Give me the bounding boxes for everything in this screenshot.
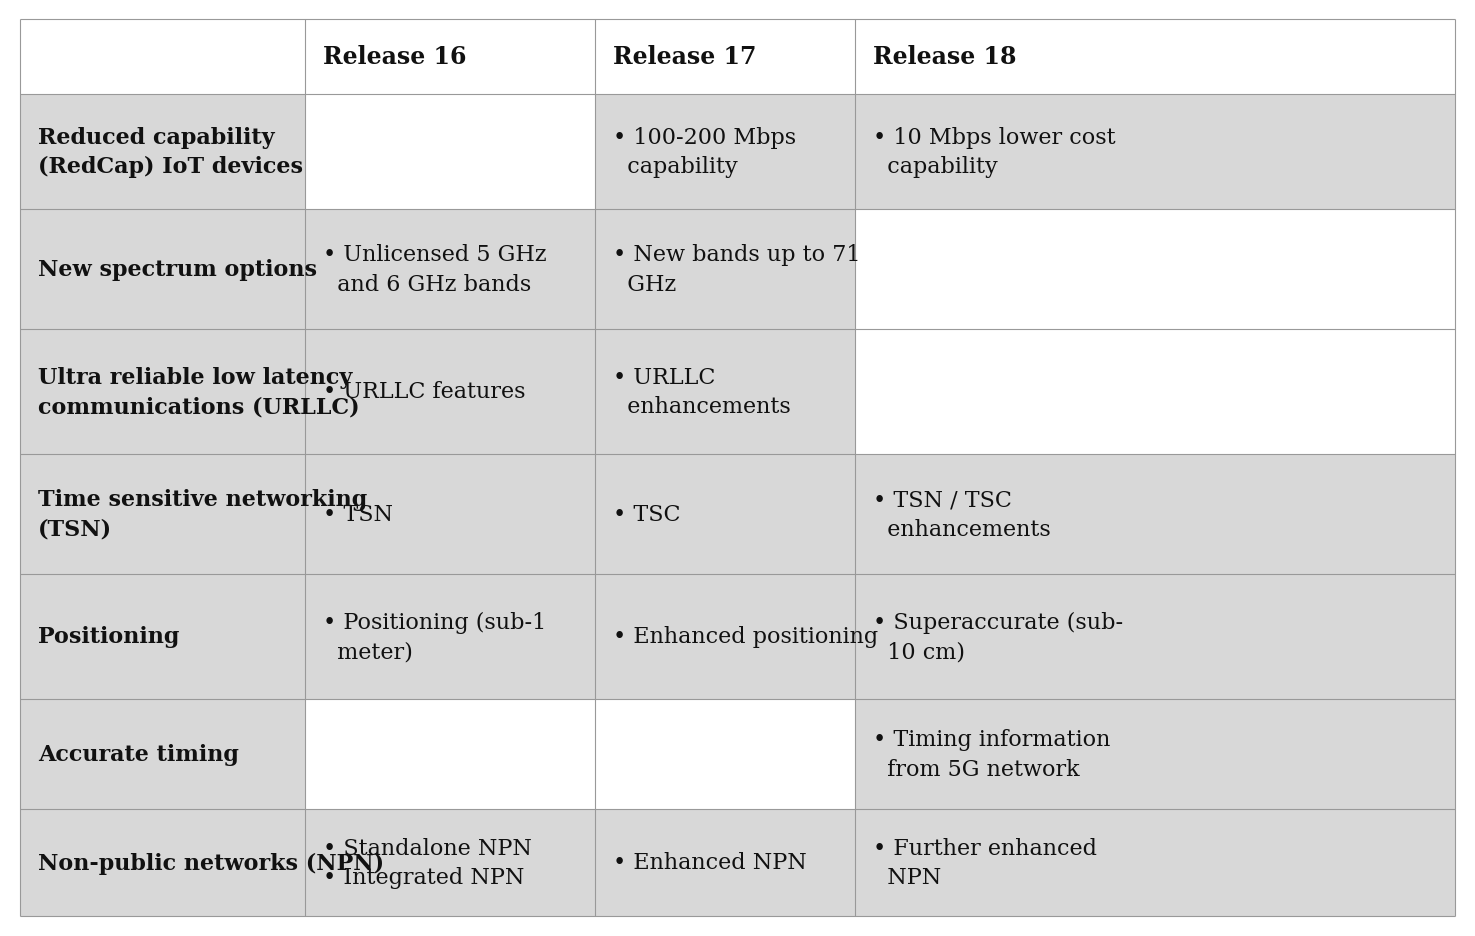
Bar	[305, 575, 594, 699]
Text: • Enhanced NPN: • Enhanced NPN	[614, 852, 807, 873]
Text: Release 16: Release 16	[323, 46, 466, 69]
Bar	[594, 699, 856, 809]
Bar	[855, 95, 1454, 210]
Bar	[305, 455, 594, 575]
Text: • 100-200 Mbps
  capability: • 100-200 Mbps capability	[614, 126, 797, 178]
Text: • Standalone NPN
• Integrated NPN: • Standalone NPN • Integrated NPN	[323, 837, 532, 888]
Bar	[21, 210, 305, 329]
Text: • Enhanced positioning: • Enhanced positioning	[614, 626, 878, 648]
Bar	[855, 809, 1454, 916]
Bar	[594, 20, 856, 95]
Text: • Further enhanced
  NPN: • Further enhanced NPN	[873, 837, 1097, 888]
Text: • TSN: • TSN	[323, 504, 392, 525]
Bar	[21, 95, 305, 210]
Text: • New bands up to 71
  GHz: • New bands up to 71 GHz	[614, 244, 860, 296]
Bar	[594, 455, 856, 575]
Bar	[21, 329, 305, 455]
Bar	[855, 455, 1454, 575]
Bar	[594, 809, 856, 916]
Bar	[21, 575, 305, 699]
Text: Reduced capability
(RedCap) IoT devices: Reduced capability (RedCap) IoT devices	[38, 126, 302, 178]
Bar	[305, 699, 594, 809]
Bar	[21, 809, 305, 916]
Bar	[855, 575, 1454, 699]
Text: • TSC: • TSC	[614, 504, 680, 525]
Bar	[305, 329, 594, 455]
Bar	[21, 20, 305, 95]
Text: Release 18: Release 18	[873, 46, 1016, 69]
Text: Positioning: Positioning	[38, 626, 180, 648]
Bar	[305, 20, 594, 95]
Bar	[594, 210, 856, 329]
Bar	[21, 455, 305, 575]
Bar	[855, 20, 1454, 95]
Text: • TSN / TSC
  enhancements: • TSN / TSC enhancements	[873, 489, 1050, 540]
Bar	[594, 329, 856, 455]
Text: Accurate timing: Accurate timing	[38, 743, 239, 766]
Bar	[855, 699, 1454, 809]
Text: New spectrum options: New spectrum options	[38, 258, 317, 281]
Text: Non-public networks (NPN): Non-public networks (NPN)	[38, 852, 384, 873]
Bar	[594, 575, 856, 699]
Bar	[21, 699, 305, 809]
Text: • Positioning (sub-1
  meter): • Positioning (sub-1 meter)	[323, 611, 546, 663]
Text: • Unlicensed 5 GHz
  and 6 GHz bands: • Unlicensed 5 GHz and 6 GHz bands	[323, 244, 547, 296]
Bar	[855, 210, 1454, 329]
Bar	[305, 210, 594, 329]
Bar	[305, 95, 594, 210]
Text: Ultra reliable low latency
communications (URLLC): Ultra reliable low latency communication…	[38, 366, 360, 417]
Text: • URLLC
  enhancements: • URLLC enhancements	[614, 366, 791, 417]
Bar	[305, 809, 594, 916]
Text: • Timing information
  from 5G network: • Timing information from 5G network	[873, 728, 1111, 780]
Bar	[594, 95, 856, 210]
Text: • Superaccurate (sub-
  10 cm): • Superaccurate (sub- 10 cm)	[873, 611, 1122, 663]
Text: Time sensitive networking
(TSN): Time sensitive networking (TSN)	[38, 489, 367, 540]
Text: • 10 Mbps lower cost
  capability: • 10 Mbps lower cost capability	[873, 126, 1115, 178]
Text: Release 17: Release 17	[614, 46, 757, 69]
Bar	[855, 329, 1454, 455]
Text: • URLLC features: • URLLC features	[323, 381, 525, 403]
